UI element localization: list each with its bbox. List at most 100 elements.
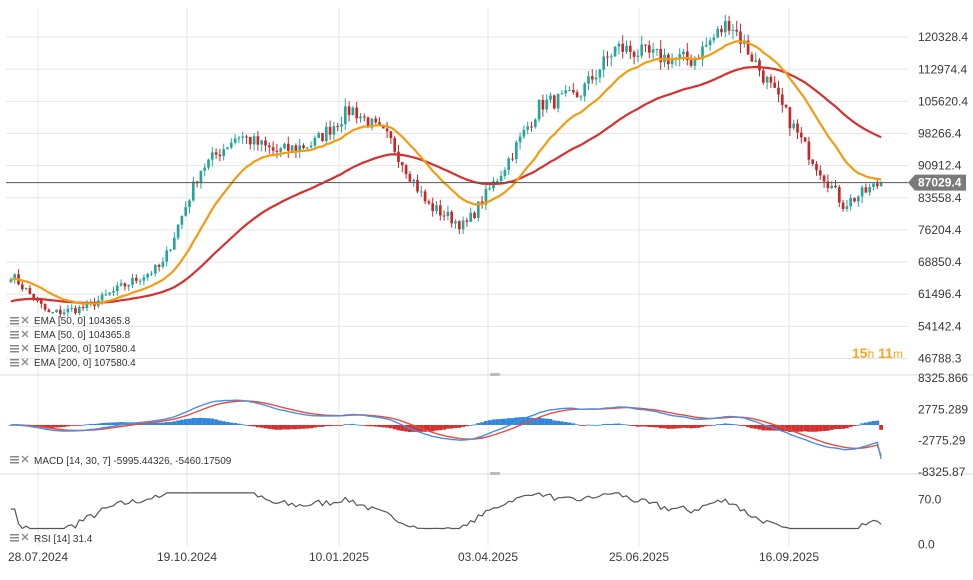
macd-histogram-bar xyxy=(366,425,370,427)
candle xyxy=(784,104,788,109)
macd-histogram-bar xyxy=(636,425,640,427)
macd-histogram-bar xyxy=(617,423,621,425)
macd-histogram-bar xyxy=(453,425,458,428)
candle xyxy=(400,162,404,173)
remove-icon[interactable] xyxy=(21,533,29,541)
macd-histogram-bar xyxy=(214,419,218,425)
legend-row-ema200-a[interactable]: EMA [200, 0] 107580.4 xyxy=(10,344,136,355)
macd-histogram-bar xyxy=(476,423,481,425)
macd-histogram-bar xyxy=(218,420,222,425)
macd-histogram-bar xyxy=(548,419,553,425)
remove-icon[interactable] xyxy=(21,330,29,338)
macd-histogram-bar xyxy=(681,425,686,428)
candle xyxy=(617,40,621,55)
remove-icon[interactable] xyxy=(21,455,29,463)
candle xyxy=(640,35,644,59)
macd-histogram-bar xyxy=(708,425,712,426)
rsi-legend[interactable]: RSI [14] 31.4 xyxy=(10,533,93,545)
macd-histogram-bar xyxy=(389,425,393,429)
macd-histogram-bar xyxy=(259,425,264,428)
macd-histogram-bar xyxy=(487,420,492,425)
macd-histogram-bar xyxy=(373,425,378,427)
pane-separators[interactable] xyxy=(0,373,973,475)
legend-row-ema50-b[interactable]: EMA [50, 0] 104365.8 xyxy=(10,330,131,341)
macd-panel[interactable]: 8325.866 2775.289 -2775.29 -8325.87 MACD [1… xyxy=(9,371,968,479)
candles-series xyxy=(9,14,883,318)
candle xyxy=(256,131,260,151)
macd-histogram-bar xyxy=(115,422,120,425)
macd-histogram-bar xyxy=(347,424,351,425)
macd-histogram-bar xyxy=(381,425,386,428)
macd-histogram-bar xyxy=(586,424,591,426)
candle xyxy=(123,282,127,291)
legend-text: EMA [50, 0] 104365.8 xyxy=(34,316,131,327)
candle xyxy=(568,86,571,92)
candle xyxy=(423,189,427,205)
rsi-panel[interactable]: 70.0 0.0 RSI [14] 31.4 xyxy=(10,492,942,552)
candle xyxy=(575,89,579,99)
legend-row-ema50-a[interactable]: EMA [50, 0] 104365.8 xyxy=(10,316,131,327)
macd-legend-text: MACD [14, 30, 7] -5995.44326, -5460.1750… xyxy=(34,456,232,467)
candle xyxy=(55,309,58,314)
macd-histogram-bar xyxy=(305,425,310,429)
macd-histogram-bar xyxy=(525,417,530,425)
macd-histogram-bar xyxy=(738,425,743,426)
macd-histogram-bar xyxy=(324,425,329,427)
candle xyxy=(165,246,169,267)
macd-histogram-bar xyxy=(107,422,112,425)
candle xyxy=(245,134,248,144)
macd-histogram-bar xyxy=(233,423,237,425)
macd-histogram-bar xyxy=(807,425,811,432)
candle xyxy=(397,145,400,168)
macd-histogram-bar xyxy=(651,425,655,428)
macd-histogram-bar xyxy=(666,425,671,429)
macd-histogram-bar xyxy=(164,422,169,425)
macd-histogram-bar xyxy=(240,424,245,426)
macd-histogram-bar xyxy=(712,424,716,426)
macd-histogram-bar xyxy=(54,425,59,428)
price-panel[interactable]: 120328.4 112974.4 105620.4 98266.4 90912.4 83… xyxy=(6,14,968,366)
macd-histogram-bar xyxy=(256,425,260,428)
candle xyxy=(252,133,256,151)
candle xyxy=(112,286,115,297)
candle xyxy=(188,199,191,214)
candle xyxy=(807,136,811,166)
remove-icon[interactable] xyxy=(21,344,29,352)
macd-histogram-bar xyxy=(541,418,545,425)
macd-histogram-bar xyxy=(415,425,420,433)
macd-histogram-bar xyxy=(647,425,652,428)
candle xyxy=(621,35,625,59)
candle xyxy=(514,140,518,164)
macd-legend[interactable]: MACD [14, 30, 7] -5995.44326, -5460.1750… xyxy=(10,455,232,467)
macd-histogram-bar xyxy=(301,425,306,429)
macd-tick-label: -8325.87 xyxy=(918,465,966,479)
candle xyxy=(712,33,716,44)
macd-histogram-bar xyxy=(556,420,560,425)
rsi-axis: 70.0 0.0 xyxy=(918,492,942,551)
candle xyxy=(218,148,222,162)
macd-histogram-bar xyxy=(202,418,207,425)
macd-histogram-bar xyxy=(248,425,253,427)
candle xyxy=(427,199,431,205)
candle xyxy=(435,200,438,215)
candle xyxy=(332,122,336,141)
time-tick-label: 19.10.2024 xyxy=(157,550,217,564)
remove-icon[interactable] xyxy=(21,316,29,324)
macd-histogram-bar xyxy=(757,425,762,430)
macd-histogram-bar xyxy=(609,423,614,425)
time-axis: 28.07.2024 19.10.2024 10.01.2025 03.04.2025… xyxy=(8,550,819,564)
price-tick-label: 54142.4 xyxy=(918,319,962,333)
macd-histogram-bar xyxy=(575,424,579,426)
macd-histogram-bar xyxy=(567,422,572,425)
candle xyxy=(286,136,290,158)
legend-row-ema200-b[interactable]: EMA [200, 0] 107580.4 xyxy=(10,358,136,369)
pane-resize-handle[interactable] xyxy=(490,373,500,376)
macd-histogram-bar xyxy=(639,425,644,427)
candle xyxy=(666,52,670,70)
candle xyxy=(85,299,89,312)
remove-icon[interactable] xyxy=(21,358,29,366)
macd-histogram-bar xyxy=(290,425,294,430)
candle xyxy=(533,118,537,129)
pane-resize-handle[interactable] xyxy=(490,472,500,475)
